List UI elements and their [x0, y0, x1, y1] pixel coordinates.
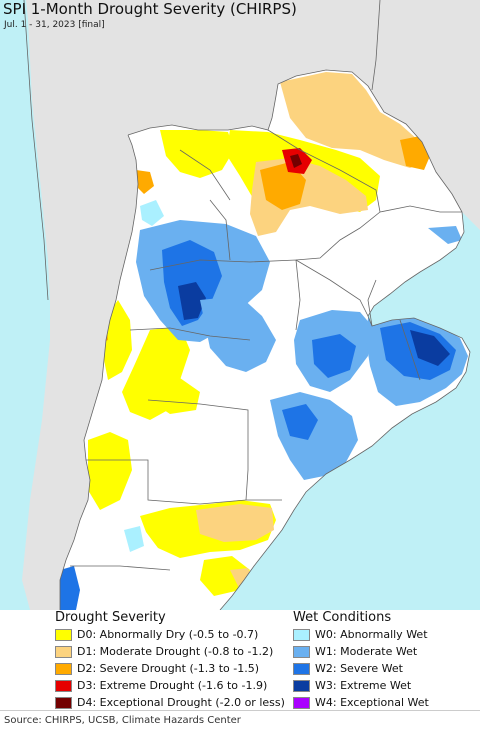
legend-label-d1: D1: Moderate Drought (-0.8 to -1.2)	[77, 645, 274, 658]
admin-borders	[23, 0, 471, 611]
w1-region	[428, 226, 462, 244]
map-title: SPI 1-Month Drought Severity (CHIRPS)	[3, 0, 297, 18]
legend: Drought Severity Wet Conditions D0: Abno…	[0, 610, 480, 710]
legend-label-w3: W3: Extreme Wet	[315, 679, 412, 692]
legend-label-d3: D3: Extreme Drought (-1.6 to -1.9)	[77, 679, 268, 692]
legend-label-w2: W2: Severe Wet	[315, 662, 403, 675]
d2-region	[136, 170, 154, 194]
footer: Source: CHIRPS, UCSB, Climate Hazards Ce…	[0, 710, 480, 730]
d1-region	[196, 504, 274, 542]
legend-label-w1: W1: Moderate Wet	[315, 645, 418, 658]
d2-region	[260, 162, 306, 210]
swatch-w3	[293, 680, 310, 692]
w2-region	[282, 404, 318, 440]
legend-label-d4: D4: Exceptional Drought (-2.0 or less)	[77, 696, 285, 709]
swatch-w4	[293, 697, 310, 709]
legend-label-w4: W4: Exceptional Wet	[315, 696, 429, 709]
d0-region	[200, 556, 250, 596]
swatch-w2	[293, 663, 310, 675]
d0-region	[150, 378, 200, 414]
w3-region	[178, 282, 206, 320]
d0-region	[88, 432, 132, 510]
swatch-d1	[55, 646, 72, 658]
legend-label-w0: W0: Abnormally Wet	[315, 628, 428, 641]
w0-region	[124, 526, 144, 552]
w3-region	[410, 330, 450, 366]
swatch-d3	[55, 680, 72, 692]
swatch-w1	[293, 646, 310, 658]
d0-region	[104, 300, 132, 380]
neighboring-land	[0, 0, 480, 610]
legend-label-d0: D0: Abnormally Dry (-0.5 to -0.7)	[77, 628, 259, 641]
drought-map	[0, 0, 480, 611]
brazil-land	[372, 0, 480, 230]
swatch-w0	[293, 629, 310, 641]
w1-region	[200, 296, 276, 372]
map-canvas	[0, 0, 480, 611]
legend-wet-title: Wet Conditions	[293, 610, 392, 625]
w2-region	[312, 334, 356, 378]
d1-region	[280, 72, 428, 168]
swatch-d0	[55, 629, 72, 641]
w2-region	[60, 566, 80, 610]
map-subtitle: Jul. 1 - 31, 2023 [final]	[4, 20, 105, 30]
swatch-d2	[55, 663, 72, 675]
legend-label-d2: D2: Severe Drought (-1.3 to -1.5)	[77, 662, 260, 675]
w0-region	[140, 200, 164, 226]
source-credit: Source: CHIRPS, UCSB, Climate Hazards Ce…	[4, 715, 241, 726]
legend-drought-title: Drought Severity	[55, 610, 166, 625]
d2-region	[400, 136, 430, 170]
d4-region	[290, 154, 302, 168]
swatch-d4	[55, 697, 72, 709]
d0-region	[160, 130, 234, 178]
